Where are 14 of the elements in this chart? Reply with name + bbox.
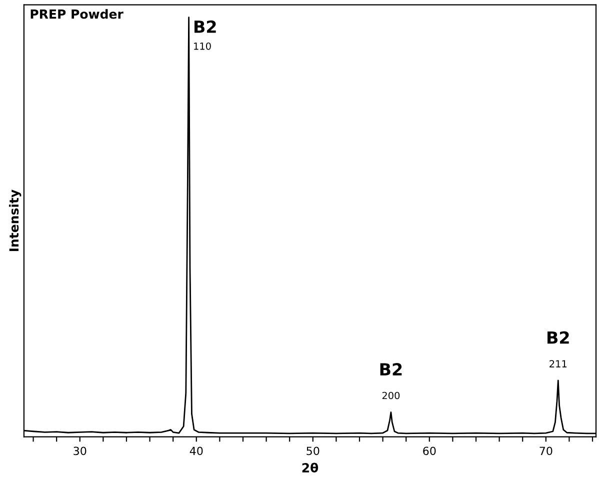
x-tick-label: 50 xyxy=(306,446,320,456)
x-tick-label: 30 xyxy=(74,446,86,456)
annotation: B2 xyxy=(194,20,216,33)
x-axis-title: 2θ xyxy=(302,462,318,472)
chart-title: PREP Powder xyxy=(30,9,124,19)
annotation: B2 xyxy=(380,363,402,376)
annotation: B2 xyxy=(548,331,569,344)
x-tick-label: 70 xyxy=(540,446,552,456)
annotation: 200 xyxy=(382,392,400,400)
x-tick-label: 60 xyxy=(423,446,436,456)
annotation: 211 xyxy=(550,360,567,368)
x-tick-label: 40 xyxy=(190,446,203,456)
y-axis-title: Intensity xyxy=(8,190,22,252)
annotation: 110 xyxy=(194,42,211,50)
